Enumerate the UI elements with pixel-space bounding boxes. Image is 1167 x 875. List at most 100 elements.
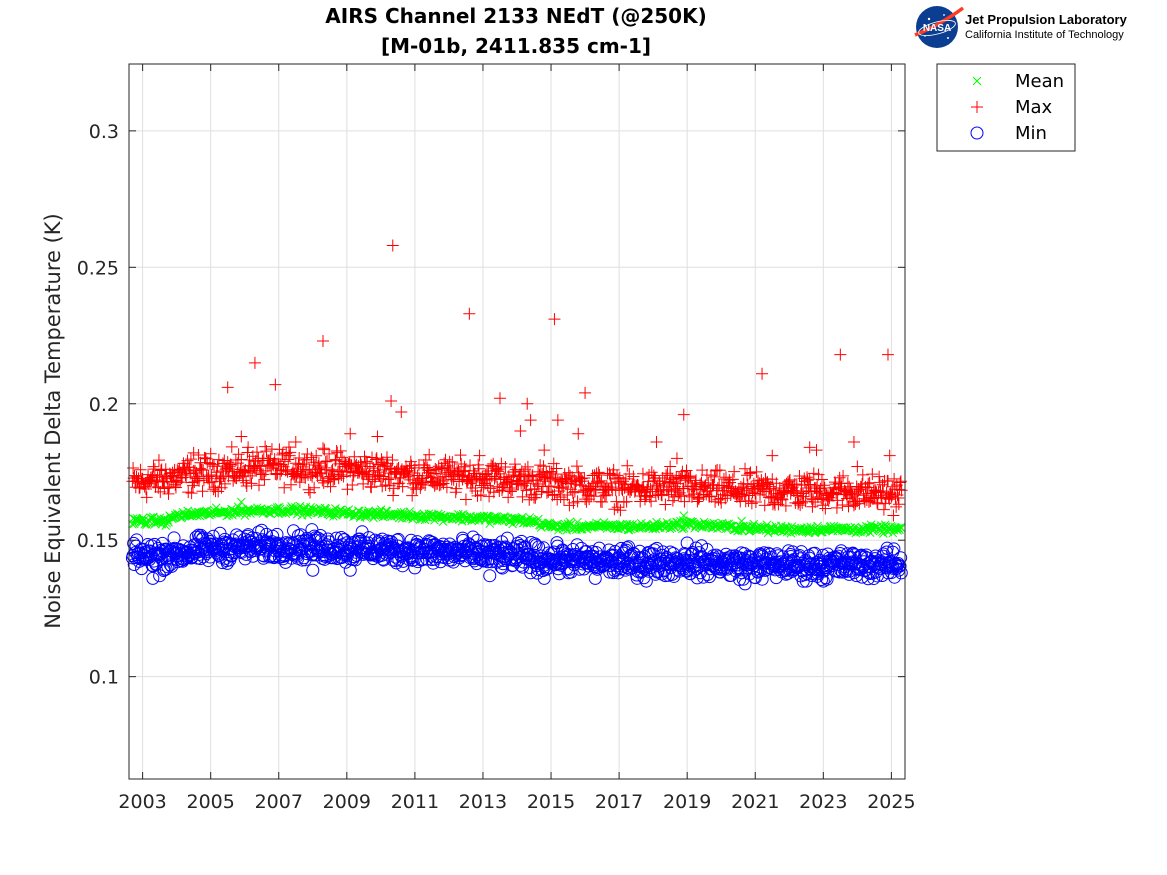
data-point-max	[803, 484, 816, 497]
data-point-max	[560, 472, 573, 485]
data-point-max	[756, 483, 769, 496]
data-point-mean	[854, 526, 863, 536]
nasa-logo-lettering: NASA	[923, 23, 951, 34]
data-point-max	[846, 489, 859, 502]
data-point-max	[519, 463, 532, 476]
data-point-max	[877, 503, 890, 516]
data-point-max	[888, 472, 901, 485]
data-point-max	[661, 467, 674, 480]
data-point-max	[670, 452, 683, 465]
data-point-max	[641, 483, 654, 496]
data-point-max	[319, 455, 332, 468]
data-point-min	[779, 567, 793, 581]
x-tick-label: 2009	[323, 791, 371, 813]
data-point-max	[192, 448, 205, 461]
data-point-max	[432, 472, 445, 485]
data-point-max	[672, 488, 685, 501]
data-point-max	[170, 474, 183, 487]
data-point-max	[534, 459, 547, 472]
data-point-max	[254, 467, 267, 479]
data-point-max	[140, 483, 153, 496]
data-point-min	[894, 566, 908, 580]
data-point-max	[627, 470, 640, 483]
data-point-max	[857, 489, 870, 502]
data-point-min	[696, 570, 710, 584]
data-point-max	[590, 467, 603, 480]
data-point-max	[505, 475, 518, 488]
data-point-max	[538, 444, 551, 457]
data-point-max	[538, 473, 551, 486]
data-point-max	[368, 475, 381, 488]
data-point-min	[761, 546, 775, 560]
data-point-max	[514, 425, 527, 438]
data-point-min	[528, 537, 542, 551]
data-point-min	[167, 531, 181, 545]
data-point-max	[184, 453, 197, 466]
data-point-max	[154, 464, 167, 477]
data-point-mean	[807, 523, 817, 533]
data-point-max	[856, 468, 869, 481]
data-point-max	[766, 449, 779, 462]
data-point-max	[140, 491, 153, 504]
data-point-max	[504, 485, 517, 498]
data-point-mean	[694, 520, 703, 529]
grid	[129, 64, 905, 779]
data-point-max	[658, 475, 671, 488]
data-point-max	[592, 476, 605, 489]
data-point-max	[250, 446, 263, 459]
data-point-max	[472, 462, 485, 475]
data-point-max	[807, 493, 820, 506]
logo-name: Jet Propulsion Laboratory	[965, 12, 1128, 27]
x-tick-label: 2003	[118, 791, 166, 813]
data-point-max	[380, 451, 393, 464]
data-point-max	[749, 495, 762, 508]
data-point-max	[797, 490, 810, 503]
data-point-max	[807, 467, 820, 480]
data-point-max	[636, 481, 649, 494]
data-point-max	[806, 500, 819, 513]
y-tick-label: 0.2	[89, 394, 119, 416]
data-point-max	[733, 490, 746, 503]
data-point-max	[677, 408, 690, 421]
data-point-max	[315, 466, 328, 479]
data-point-max	[218, 477, 231, 490]
data-point-max	[659, 498, 672, 511]
data-point-max	[723, 474, 736, 487]
data-point-max	[230, 472, 243, 485]
data-point-max	[289, 457, 302, 470]
data-point-max	[235, 430, 248, 443]
data-point-max	[812, 468, 825, 481]
data-point-max	[201, 456, 214, 469]
y-axis-label: Noise Equivalent Delta Temperature (K)	[41, 213, 65, 629]
data-point-max	[689, 477, 702, 490]
data-point-max	[617, 496, 630, 509]
data-point-max	[355, 467, 368, 480]
data-point-max	[572, 427, 585, 440]
data-point-max	[743, 489, 756, 502]
data-point-max	[678, 495, 691, 508]
legend: Mean Max Min	[936, 63, 1076, 152]
data-point-max	[467, 464, 480, 477]
data-point-max	[853, 497, 866, 510]
data-point-max	[508, 458, 521, 471]
data-point-max	[232, 448, 245, 461]
data-point-max	[749, 487, 762, 500]
data-point-min	[819, 571, 833, 585]
data-point-max	[259, 440, 272, 453]
data-point-max	[423, 448, 436, 461]
data-point-max	[611, 469, 624, 482]
data-point-max	[392, 462, 405, 475]
data-point-max	[743, 467, 756, 480]
data-point-max	[361, 457, 374, 470]
data-point-max	[334, 444, 347, 457]
data-point-max	[887, 509, 900, 522]
data-point-max	[830, 501, 843, 514]
data-point-max	[386, 239, 399, 252]
data-point-max	[293, 451, 306, 464]
data-point-min	[867, 572, 881, 586]
legend-marker-max	[971, 101, 983, 113]
data-point-max	[576, 475, 589, 488]
data-point-max	[790, 486, 803, 499]
data-point-max	[539, 475, 552, 488]
data-point-max	[197, 464, 210, 477]
